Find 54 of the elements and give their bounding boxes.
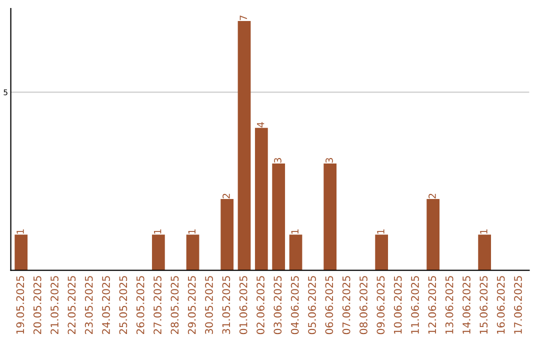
x-tick-label: 07.06.2025: [342, 276, 350, 334]
x-tick-label: 02.06.2025: [256, 276, 264, 334]
bar: [220, 199, 234, 270]
bar: [254, 128, 268, 270]
data-label: 1: [377, 229, 384, 234]
bar: [478, 234, 492, 270]
x-tick-label: 31.05.2025: [222, 276, 230, 334]
x-tick-label: 13.06.2025: [445, 276, 454, 334]
x-tick-label: 25.05.2025: [119, 276, 128, 334]
x-tick-label: 22.05.2025: [68, 276, 76, 334]
x-tick-label: 05.06.2025: [308, 276, 316, 334]
x-tick-label: 23.05.2025: [84, 276, 93, 334]
x-tick-label: 04.06.2025: [290, 276, 299, 334]
data-label: 1: [154, 229, 162, 234]
data-label: 4: [257, 122, 264, 128]
data-label: 1: [188, 229, 196, 234]
bar: [272, 163, 286, 270]
x-tick-label: 30.05.2025: [205, 276, 213, 334]
data-label: 2: [222, 194, 230, 198]
x-tick-label: 16.06.2025: [496, 276, 505, 334]
x-tick-label: 29.05.2025: [188, 276, 196, 334]
x-tick-label: 03.06.2025: [274, 276, 282, 334]
x-tick-label: 28.05.2025: [170, 276, 179, 334]
x-tick-label: 27.05.2025: [154, 276, 162, 334]
x-tick-label: 01.06.2025: [239, 276, 248, 334]
x-tick-label: 10.06.2025: [394, 276, 402, 334]
bar: [426, 199, 440, 270]
x-tick-label: 14.06.2025: [462, 276, 470, 334]
x-tick-label: 15.06.2025: [480, 276, 488, 334]
data-label: 7: [240, 16, 247, 20]
x-tick-label: 19.05.2025: [16, 276, 24, 334]
x-tick-label: 21.05.2025: [50, 276, 58, 334]
bar: [289, 234, 302, 270]
x-tick-label: 09.06.2025: [376, 276, 385, 334]
bar: [238, 20, 251, 270]
x-tick-label: 11.06.2025: [411, 276, 419, 334]
x-tick-label: 06.06.2025: [325, 276, 334, 334]
bar: [324, 163, 337, 270]
x-tick-label: 12.06.2025: [428, 276, 436, 334]
data-label: 1: [291, 229, 298, 234]
bar: [375, 234, 388, 270]
data-label: 3: [326, 158, 333, 163]
data-label: 1: [16, 229, 24, 234]
x-tick-label: 17.06.2025: [514, 276, 522, 334]
x-tick-label: 24.05.2025: [102, 276, 110, 334]
data-label: 2: [428, 194, 436, 198]
bar: [152, 234, 165, 270]
data-label: 3: [274, 158, 282, 163]
bar: [14, 234, 28, 270]
data-label: 1: [480, 229, 488, 234]
x-tick-label: 26.05.2025: [136, 276, 144, 334]
x-tick-label: 08.06.2025: [360, 276, 368, 334]
x-tick-label: 20.05.2025: [33, 276, 42, 334]
bar: [186, 234, 200, 270]
